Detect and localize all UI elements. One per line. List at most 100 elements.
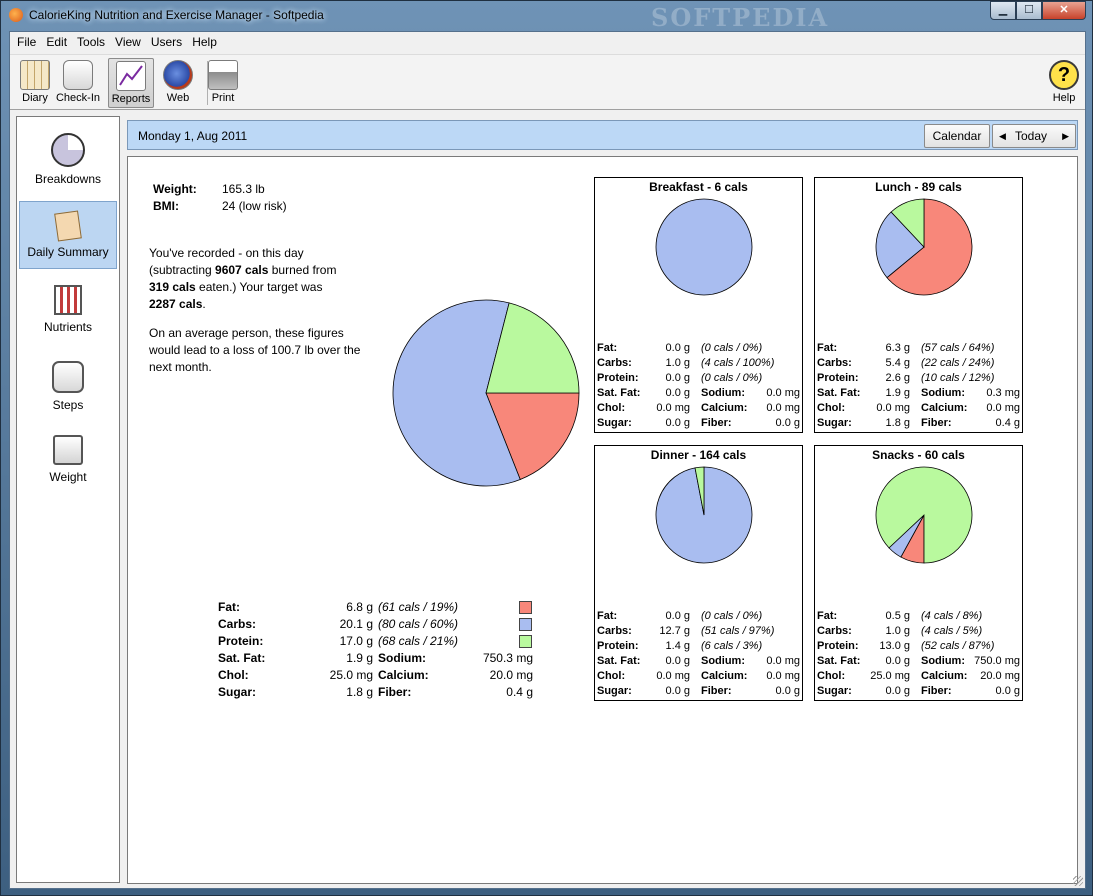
- summary-text: eaten.) Your target was: [195, 280, 323, 294]
- pie-slice-protein: [485, 302, 580, 394]
- meal-row: Protein: 2.6 g (10 cals / 12%): [817, 372, 1020, 387]
- legend-swatch-carbs: [519, 618, 532, 631]
- app-icon[interactable]: [9, 8, 23, 22]
- window-title: CalorieKing Nutrition and Exercise Manag…: [29, 8, 324, 22]
- next-day-icon[interactable]: ▶: [1062, 131, 1069, 141]
- row-value: 13.0 g: [879, 640, 910, 652]
- meal-row: Fat: 6.3 g (57 cals / 64%): [817, 342, 1020, 357]
- weight-value: 165.3 lb: [222, 182, 265, 196]
- meal-row: Fat: 0.0 g (0 cals / 0%): [597, 342, 800, 357]
- legend-swatch-protein: [519, 635, 532, 648]
- row-note: (0 cals / 0%): [701, 372, 763, 384]
- sidebar-item-label: Daily Summary: [27, 245, 109, 259]
- target-cals: 2287 cals: [149, 297, 203, 311]
- row-value: 25.0 mg: [329, 668, 373, 682]
- row-note: (0 cals / 0%): [701, 610, 763, 622]
- print-label: Print: [211, 92, 235, 104]
- menu-view[interactable]: View: [115, 35, 141, 49]
- menu-edit[interactable]: Edit: [46, 35, 68, 49]
- meal-row: Sat. Fat: 0.0 g Sodium: 0.0 mg: [597, 655, 800, 670]
- meal-row: Chol: 0.0 mg Calcium: 0.0 mg: [817, 402, 1020, 417]
- row-label: Sugar:: [817, 685, 852, 697]
- minimize-button[interactable]: ▁: [990, 1, 1016, 20]
- row-label: Fat:: [817, 342, 838, 354]
- help-icon: ?: [1049, 60, 1079, 90]
- pie-slice-protein: [890, 198, 925, 249]
- totals-row: Sat. Fat: 1.9 g Sodium: 750.3 mg: [218, 651, 533, 668]
- menu-tools[interactable]: Tools: [77, 35, 106, 49]
- meal-box: Lunch - 89 cals Fat: 6.3 g (57 cals / 64…: [814, 177, 1023, 433]
- row-label: Fat:: [218, 600, 240, 614]
- print-button[interactable]: Print: [200, 58, 246, 108]
- totals-row: Sugar: 1.8 g Fiber: 0.4 g: [218, 685, 533, 702]
- row-label: Calcium:: [701, 670, 748, 682]
- daily-summary-panel: Weight: 165.3 lb BMI: 24 (low risk) You'…: [127, 156, 1078, 884]
- row-value: 0.0 mg: [766, 670, 800, 682]
- pie-slice-carbs: [655, 198, 753, 296]
- row-label: Sat. Fat:: [817, 655, 861, 667]
- meal-title: Breakfast - 6 cals: [649, 180, 748, 194]
- row-value: 1.8 g: [885, 417, 910, 429]
- watermark: SOFTPEDIA: [651, 3, 830, 32]
- menu-users[interactable]: Users: [150, 35, 183, 49]
- sidebar-item-steps[interactable]: Steps: [19, 351, 117, 419]
- help-button[interactable]: ? Help: [1041, 58, 1087, 108]
- row-value: 20.1 g: [339, 617, 373, 631]
- current-date: Monday 1, Aug 2011: [138, 129, 248, 143]
- row-note: (68 cals / 21%): [378, 634, 459, 648]
- checkin-button[interactable]: Check-In: [54, 58, 102, 108]
- today-button[interactable]: Today: [1015, 129, 1048, 143]
- row-label: Fat:: [597, 610, 618, 622]
- reports-label: Reports: [111, 93, 151, 105]
- menu-file[interactable]: File: [17, 35, 37, 49]
- web-button[interactable]: Web: [155, 58, 201, 108]
- row-value: 12.7 g: [659, 625, 690, 637]
- row-value: 0.4 g: [995, 417, 1020, 429]
- sidebar-item-label: Weight: [49, 470, 87, 484]
- menu-help[interactable]: Help: [192, 35, 217, 49]
- row-value: 6.8 g: [346, 600, 373, 614]
- meal-title: Lunch - 89 cals: [875, 180, 962, 194]
- sidebar-item-breakdowns[interactable]: Breakdowns: [19, 123, 117, 191]
- diary-button[interactable]: Diary: [12, 58, 58, 108]
- resize-grip[interactable]: [1073, 876, 1083, 886]
- client-area: File Edit Tools View Users Help Diary Ch…: [9, 31, 1086, 889]
- eaten-cals: 319 cals: [149, 280, 196, 294]
- row-value: 0.0 g: [885, 655, 910, 667]
- meal-row: Fat: 0.5 g (4 cals / 8%): [817, 610, 1020, 625]
- row-value: 0.0 mg: [656, 402, 690, 414]
- row-value: 1.4 g: [665, 640, 690, 652]
- row-value: 25.0 mg: [870, 670, 910, 682]
- sidebar-item-label: Breakdowns: [34, 172, 102, 186]
- row-label: Sat. Fat:: [597, 387, 641, 399]
- sidebar-item-weight[interactable]: Weight: [19, 425, 117, 493]
- meal-row: Chol: 25.0 mg Calcium: 20.0 mg: [817, 670, 1020, 685]
- close-button[interactable]: ✕: [1042, 1, 1086, 20]
- maximize-button[interactable]: ☐: [1016, 1, 1042, 20]
- pie-slice-protein: [694, 466, 705, 516]
- sidebar-item-daily-summary[interactable]: Daily Summary: [19, 201, 117, 269]
- summary-text: You've recorded - on this day: [149, 246, 304, 260]
- total-macros-pie-chart: [392, 299, 580, 487]
- title-bar[interactable]: CalorieKing Nutrition and Exercise Manag…: [1, 1, 1092, 32]
- line-chart-icon: [116, 61, 146, 91]
- row-label: Chol:: [218, 668, 249, 682]
- calendar-button[interactable]: Calendar: [924, 124, 990, 148]
- reports-button[interactable]: Reports: [108, 58, 154, 108]
- prev-day-icon[interactable]: ◀: [999, 131, 1006, 141]
- row-note: (6 cals / 3%): [701, 640, 763, 652]
- bmi-row: BMI: 24 (low risk): [153, 199, 287, 213]
- row-label: Fiber:: [921, 685, 952, 697]
- row-note: (57 cals / 64%): [921, 342, 995, 354]
- row-note: (0 cals / 0%): [701, 342, 763, 354]
- row-label: Protein:: [597, 372, 639, 384]
- web-label: Web: [166, 92, 190, 104]
- row-label: Sodium:: [921, 387, 965, 399]
- row-value: 1.8 g: [346, 685, 373, 699]
- row-label: Calcium:: [921, 670, 968, 682]
- sidebar-item-nutrients[interactable]: Nutrients: [19, 275, 117, 343]
- row-note: (4 cals / 5%): [921, 625, 983, 637]
- row-label: Carbs:: [597, 625, 632, 637]
- row-value: 0.0 g: [665, 655, 690, 667]
- summary-text: burned from: [268, 263, 337, 277]
